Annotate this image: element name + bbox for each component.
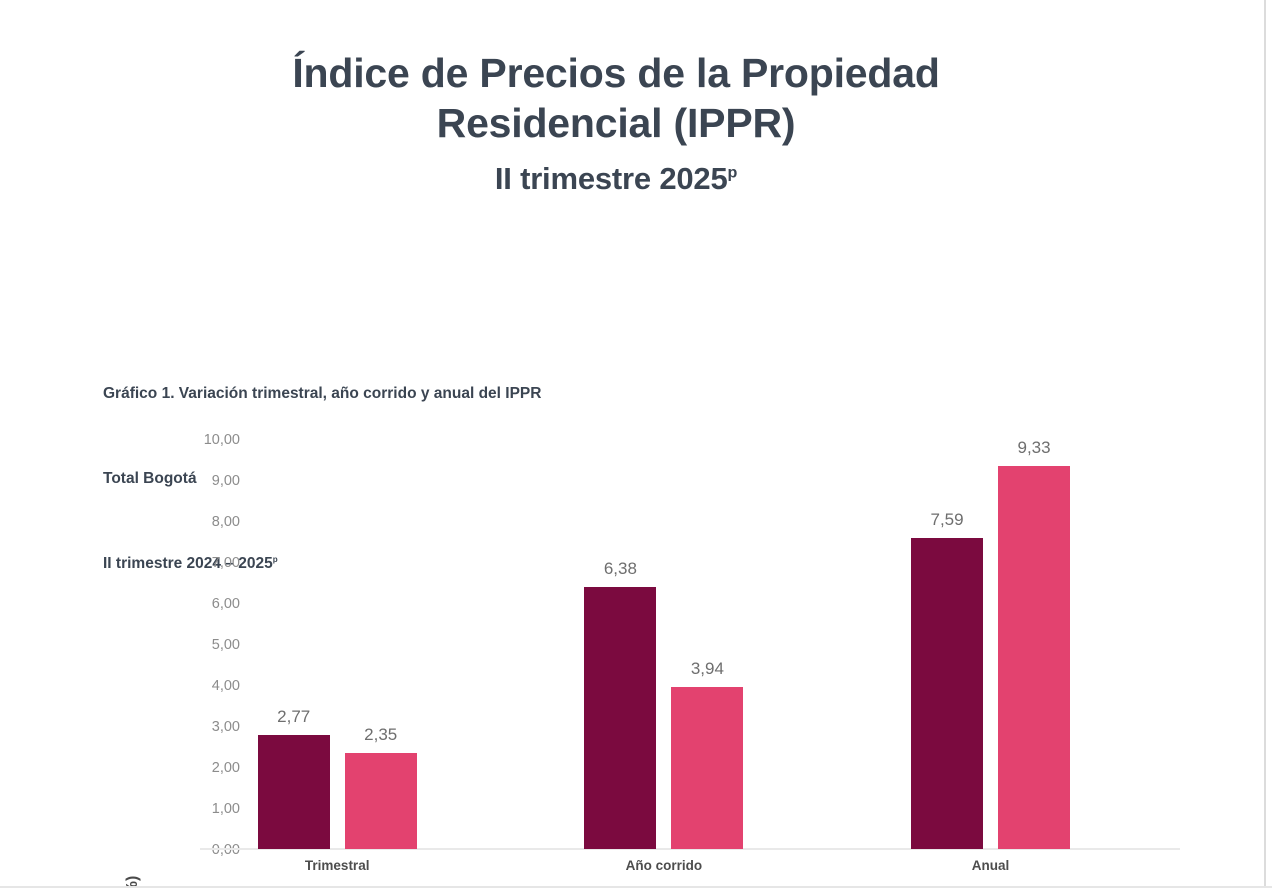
bar-trimestral-2024[interactable]: 2,77 [257, 707, 330, 849]
y-axis-tick-label: 10,00 [203, 432, 240, 448]
bar-value-label: 3,94 [690, 659, 724, 679]
y-axis-tick-label: 6,00 [211, 596, 240, 612]
title-provisional-superscript: p [727, 163, 738, 182]
y-axis-tick-label: 7,00 [211, 555, 240, 571]
bar-trimestral-2025[interactable]: 2,35 [344, 725, 417, 849]
chart-caption: Gráfico 1. Variación trimestral, año cor… [103, 324, 541, 634]
bar-anual-2024[interactable]: 7,59 [911, 510, 984, 849]
bar-value-label: 6,38 [603, 559, 637, 579]
title-line-1: Índice de Precios de la Propiedad [292, 50, 940, 96]
y-axis-title: Variación porcentual (%) [124, 824, 142, 888]
bar-value-label: 2,77 [277, 707, 311, 727]
bar-value-label: 9,33 [1017, 438, 1051, 458]
x-axis-category-label: Anual [971, 858, 1010, 873]
bar-anual-2025[interactable]: 9,33 [998, 438, 1071, 849]
y-axis-tick-label: 5,00 [211, 637, 240, 653]
y-axis-tick-label: 8,00 [211, 514, 240, 530]
y-axis-tick-label: 4,00 [211, 678, 240, 694]
title-line-2: Residencial (IPPR) [436, 100, 796, 147]
x-axis-category-label: Año corrido [625, 858, 703, 873]
title-line-3: II trimestre 2025p [0, 160, 1232, 198]
caption-line-3: II trimestre 2024 – 2025p [103, 550, 541, 578]
page-title: Índice de Precios de la Propiedad Reside… [0, 48, 1232, 198]
bar-año-corrido-2024[interactable]: 6,38 [584, 559, 657, 849]
y-axis-ticks: 10,00 9,00 8,00 7,00 6,00 5,00 4,00 3,00 2,00 1,0… [168, 432, 240, 858]
caption-period-text: II trimestre 2024 – 2025 [103, 554, 273, 572]
y-axis-tick-label: 0,00 [211, 842, 240, 858]
y-axis-tick-label: 2,00 [211, 760, 240, 776]
x-axis-baseline [200, 848, 1180, 850]
caption-line-1: Gráfico 1. Variación trimestral, año cor… [103, 385, 542, 403]
y-axis-tick-label: 9,00 [211, 473, 240, 489]
window-scrollbar[interactable] [1264, 0, 1272, 888]
title-period-text: II trimestre 2025 [494, 161, 728, 197]
window-bottom-border [0, 886, 1272, 888]
y-axis-tick-label: 3,00 [211, 719, 240, 735]
y-axis-tick-label: 1,00 [211, 801, 240, 817]
x-axis-category-label: Trimestral [304, 858, 370, 873]
bar-value-label: 2,35 [364, 724, 398, 744]
plot-area: 2,77 2,35 Trimestral 6,38 3,94 Año corrido 7,5… [200, 438, 1180, 873]
caption-line-2: Total Bogotá [103, 470, 197, 488]
caption-provisional-superscript: p [272, 554, 278, 564]
bar-value-label: 7,59 [930, 509, 964, 529]
bar-chart: Variación porcentual (%) 10,00 9,00 8,00 7,… [0, 432, 1232, 888]
bar-año-corrido-2025[interactable]: 3,94 [671, 659, 744, 849]
